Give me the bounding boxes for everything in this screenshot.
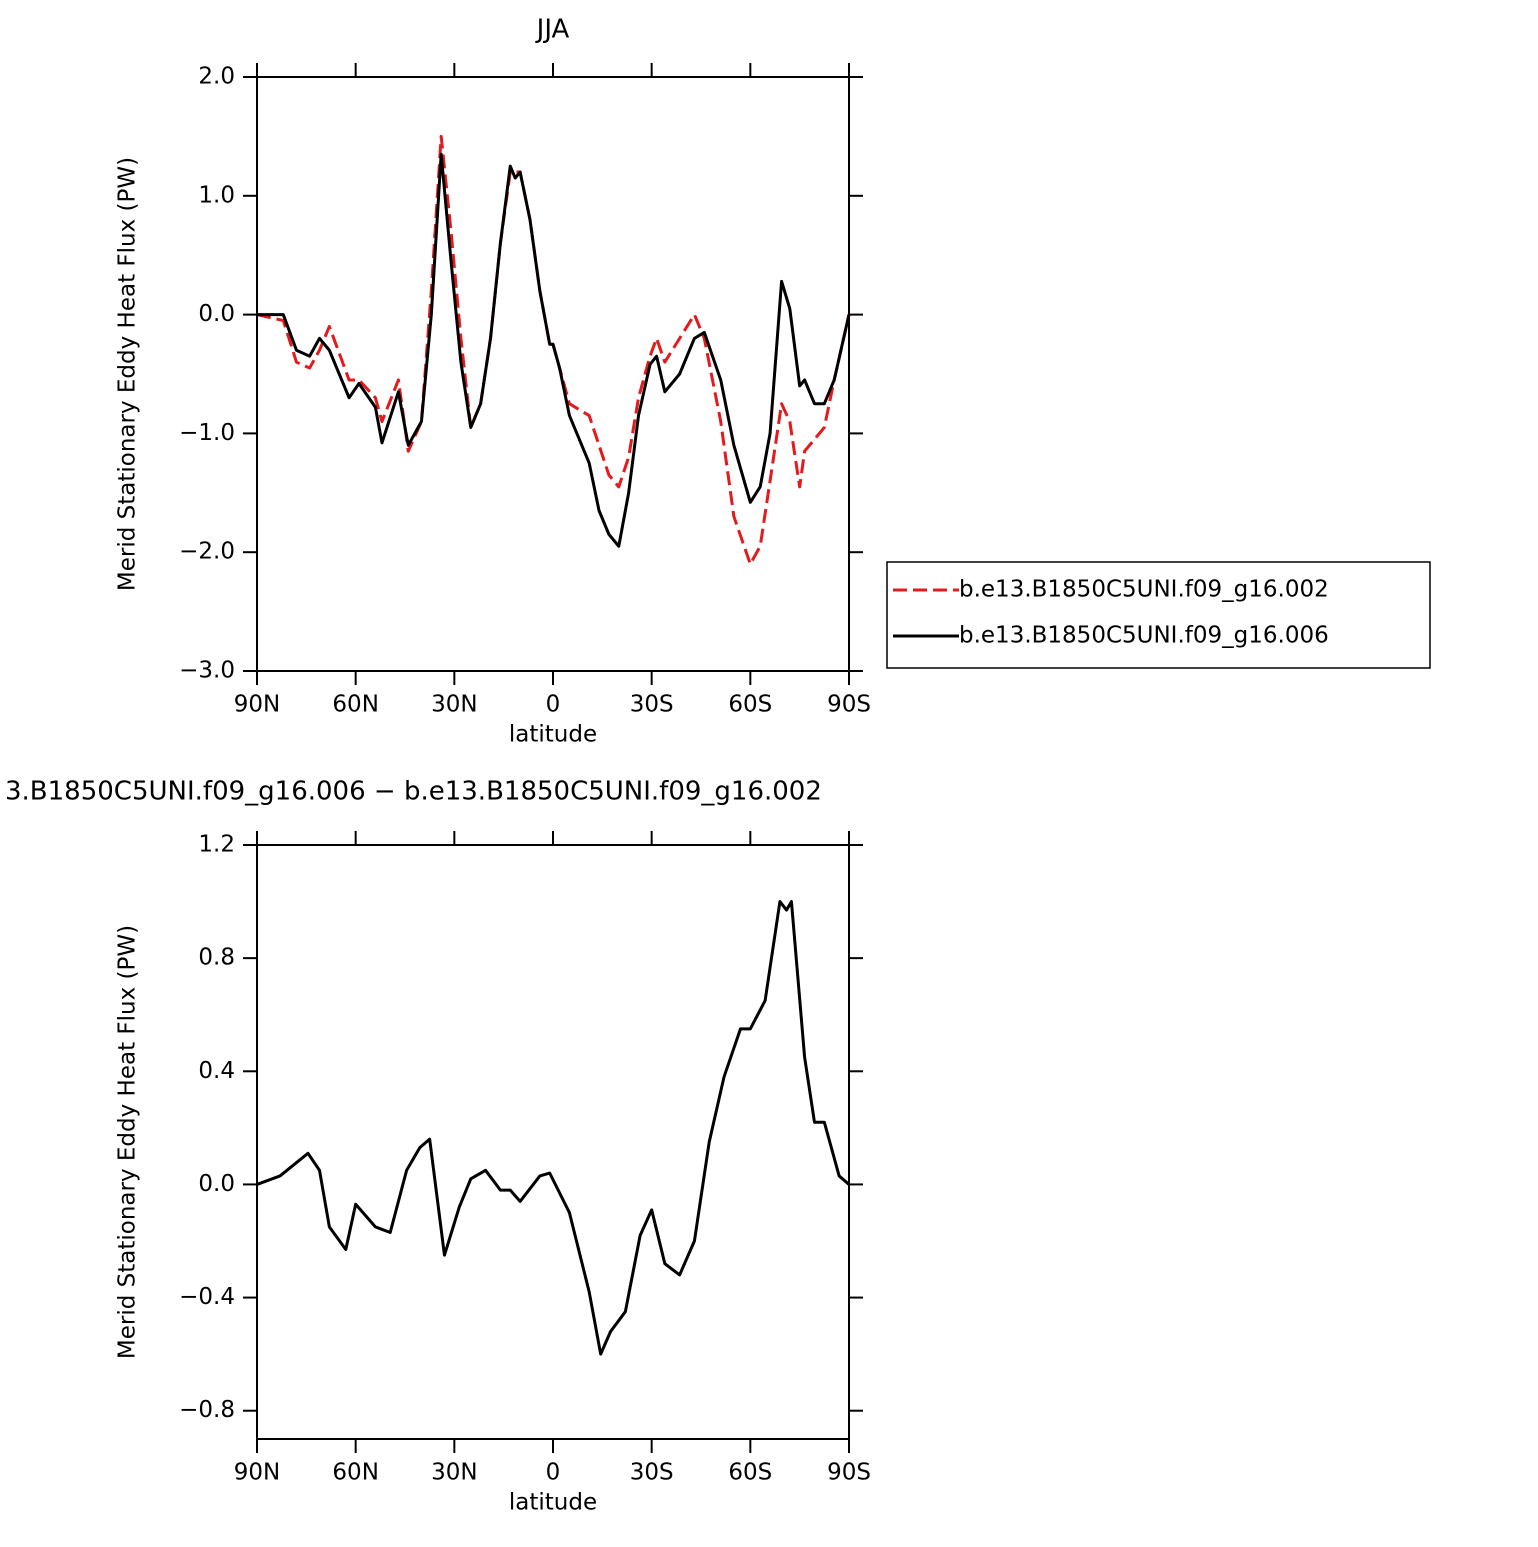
x-tick-label: 30S xyxy=(630,1460,674,1486)
data-line xyxy=(256,134,851,566)
y-axis-label: Merid Stationary Eddy Heat Flux (PW) xyxy=(115,925,141,1359)
x-tick-label: 60N xyxy=(332,1460,378,1486)
x-tick-label: 0 xyxy=(546,1460,561,1486)
x-tick-label: 90N xyxy=(234,1460,280,1486)
data-line xyxy=(256,900,850,1356)
x-tick-label: 90S xyxy=(827,692,871,718)
y-tick-label: 2.0 xyxy=(198,64,235,90)
x-tick-label: 0 xyxy=(546,692,561,718)
x-tick-label: 60S xyxy=(728,692,772,718)
y-tick-label: −0.8 xyxy=(179,1397,235,1423)
x-tick-label: 30N xyxy=(431,1460,477,1486)
x-tick-label: 60S xyxy=(728,1460,772,1486)
y-tick-label: 0.0 xyxy=(198,301,235,327)
data-line xyxy=(257,152,851,548)
x-tick-label: 30S xyxy=(630,692,674,718)
y-tick-label: 0.8 xyxy=(198,945,235,971)
chart-title: 3.B1850C5UNI.f09_g16.006 − b.e13.B1850C5… xyxy=(5,777,822,807)
y-axis-label: Merid Stationary Eddy Heat Flux (PW) xyxy=(115,157,141,591)
legend-label: b.e13.B1850C5UNI.f09_g16.002 xyxy=(959,577,1329,603)
y-tick-label: 1.0 xyxy=(198,182,235,208)
x-tick-label: 30N xyxy=(431,692,477,718)
x-tick-label: 60N xyxy=(332,692,378,718)
y-tick-label: 1.2 xyxy=(198,832,235,858)
legend-box xyxy=(886,561,1431,669)
y-tick-label: −3.0 xyxy=(179,658,235,684)
y-tick-label: 0.0 xyxy=(198,1171,235,1197)
y-tick-label: −0.4 xyxy=(179,1284,235,1310)
x-axis-label: latitude xyxy=(509,722,597,748)
y-tick-label: 0.4 xyxy=(198,1058,235,1084)
y-tick-label: −1.0 xyxy=(179,420,235,446)
x-tick-label: 90S xyxy=(827,1460,871,1486)
chart-title: JJA xyxy=(535,15,570,45)
legend-label: b.e13.B1850C5UNI.f09_g16.006 xyxy=(959,623,1329,649)
x-axis-label: latitude xyxy=(509,1490,597,1516)
plot-frame xyxy=(256,844,850,1440)
y-tick-label: −2.0 xyxy=(179,539,235,565)
x-tick-label: 90N xyxy=(234,692,280,718)
